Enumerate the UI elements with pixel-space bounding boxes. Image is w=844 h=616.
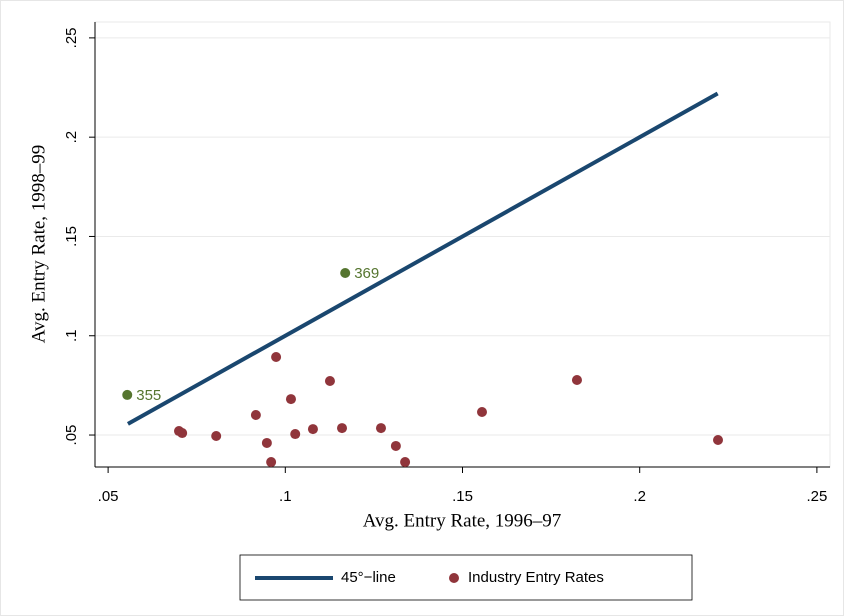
- point: [324, 376, 335, 387]
- y-axis-title: Avg. Entry Rate, 1998–99: [28, 145, 49, 344]
- y-tick-label: .1: [63, 329, 80, 342]
- y-tick-label: .15: [63, 226, 80, 247]
- point-label: 355: [136, 387, 161, 404]
- point: [285, 394, 296, 405]
- point: [400, 457, 411, 468]
- highlighted-point: [340, 267, 351, 278]
- point: [250, 409, 261, 420]
- y-tick-label: .05: [63, 425, 80, 446]
- x-tick-label: .15: [452, 488, 473, 505]
- point: [571, 375, 582, 386]
- point: [177, 428, 188, 439]
- point-label: 369: [354, 265, 379, 282]
- point: [211, 431, 222, 442]
- x-tick-label: .05: [98, 488, 119, 505]
- point: [390, 440, 401, 451]
- point: [375, 423, 386, 434]
- point: [476, 406, 487, 417]
- legend-label: 45°−line: [341, 569, 396, 586]
- x-tick-label: .25: [806, 488, 827, 505]
- legend-label: Industry Entry Rates: [468, 569, 604, 586]
- point: [307, 424, 318, 435]
- point: [337, 423, 348, 434]
- x-axis-title: Avg. Entry Rate, 1996–97: [363, 510, 562, 531]
- point: [266, 457, 277, 468]
- reference-line: [126, 91, 719, 426]
- x-tick-label: .1: [279, 488, 292, 505]
- point: [713, 434, 724, 445]
- point: [271, 351, 282, 362]
- legend-swatch: [449, 573, 459, 583]
- highlighted-point: [122, 389, 133, 400]
- y-tick-label: .2: [63, 131, 80, 144]
- plot-area: [94, 21, 831, 468]
- point: [290, 429, 301, 440]
- point: [261, 437, 272, 448]
- x-tick-label: .2: [633, 488, 646, 505]
- y-tick-label: .25: [63, 27, 80, 48]
